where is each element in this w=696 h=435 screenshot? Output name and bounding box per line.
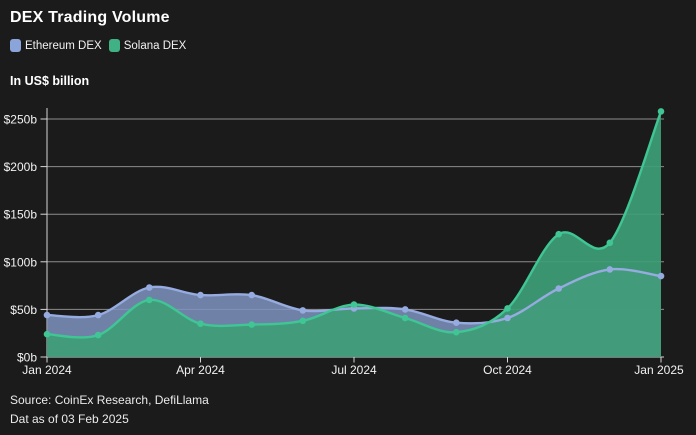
legend-item-ethereum[interactable]: Ethereum DEX bbox=[10, 39, 102, 52]
legend: Ethereum DEX Solana DEX bbox=[10, 39, 186, 52]
ethereum-swatch-icon bbox=[10, 39, 21, 52]
solana-point[interactable] bbox=[401, 314, 409, 322]
solana-point[interactable] bbox=[606, 239, 614, 247]
y-axis-label: $50b bbox=[10, 303, 37, 317]
solana-point[interactable] bbox=[299, 317, 307, 325]
x-axis-label: Jul 2024 bbox=[331, 363, 377, 377]
solana-point[interactable] bbox=[504, 305, 511, 312]
source-text: Source: CoinEx Research, DefiLlama bbox=[10, 393, 209, 407]
date-text: Dat as of 03 Feb 2025 bbox=[10, 412, 129, 426]
y-axis-title: In US$ billion bbox=[10, 74, 90, 88]
x-axis-label: Jan 2024 bbox=[22, 363, 72, 377]
solana-point[interactable] bbox=[197, 320, 204, 327]
ethereum-point[interactable] bbox=[299, 307, 307, 314]
solana-point[interactable] bbox=[453, 328, 460, 336]
solana-point[interactable] bbox=[94, 331, 102, 339]
ethereum-point[interactable] bbox=[146, 284, 153, 291]
ethereum-point[interactable] bbox=[94, 311, 102, 319]
ethereum-point[interactable] bbox=[197, 291, 204, 299]
legend-label-ethereum: Ethereum DEX bbox=[25, 39, 102, 52]
ethereum-point[interactable] bbox=[453, 319, 460, 326]
solana-area bbox=[47, 111, 661, 358]
solana-swatch-icon bbox=[108, 39, 120, 52]
solana-point[interactable] bbox=[657, 108, 665, 115]
solana-point[interactable] bbox=[350, 301, 358, 308]
ethereum-point[interactable] bbox=[555, 285, 562, 292]
ethereum-point[interactable] bbox=[606, 266, 614, 273]
solana-point[interactable] bbox=[248, 321, 255, 328]
legend-label-solana: Solana DEX bbox=[123, 39, 187, 52]
x-axis-label: Jan 2025 bbox=[634, 363, 684, 377]
y-axis-label: $250b bbox=[4, 113, 38, 127]
chart-title: DEX Trading Volume bbox=[10, 9, 170, 26]
solana-point[interactable] bbox=[146, 296, 153, 304]
solana-point[interactable] bbox=[43, 330, 51, 338]
solana-point[interactable] bbox=[555, 230, 562, 238]
y-axis-label: $150b bbox=[4, 208, 38, 222]
legend-item-solana[interactable]: Solana DEX bbox=[108, 39, 187, 52]
y-axis-label: $0b bbox=[17, 351, 37, 365]
x-axis-label: Apr 2024 bbox=[176, 363, 225, 377]
y-axis-label: $200b bbox=[4, 160, 38, 174]
ethereum-point[interactable] bbox=[657, 272, 665, 280]
ethereum-point[interactable] bbox=[504, 314, 511, 322]
chart-footer: Source: CoinEx Research, DefiLlama Dat a… bbox=[10, 391, 209, 429]
ethereum-point[interactable] bbox=[43, 311, 51, 319]
x-axis-label: Oct 2024 bbox=[483, 363, 532, 377]
y-axis-label: $100b bbox=[4, 255, 38, 269]
ethereum-point[interactable] bbox=[248, 291, 255, 299]
ethereum-point[interactable] bbox=[401, 306, 409, 313]
chart-canvas[interactable]: $0b $50b $100b $150b $200b $250b Jan 2024 Apr 2… bbox=[0, 95, 696, 390]
